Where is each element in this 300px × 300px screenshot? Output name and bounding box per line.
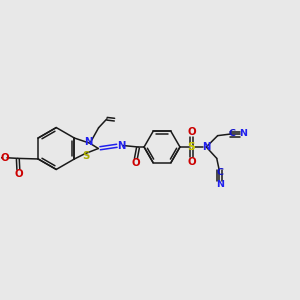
Text: S: S: [82, 151, 89, 161]
Text: O: O: [14, 169, 23, 179]
Text: C: C: [229, 129, 236, 138]
Text: O: O: [0, 153, 9, 163]
Text: N: N: [117, 140, 125, 151]
Text: N: N: [239, 129, 247, 138]
Text: N: N: [216, 181, 224, 190]
Text: S: S: [188, 142, 195, 152]
Text: N: N: [85, 137, 93, 147]
Text: O: O: [131, 158, 140, 169]
Text: O: O: [187, 157, 196, 167]
Text: O: O: [187, 127, 196, 137]
Text: N: N: [202, 142, 211, 152]
Text: C: C: [216, 168, 223, 177]
